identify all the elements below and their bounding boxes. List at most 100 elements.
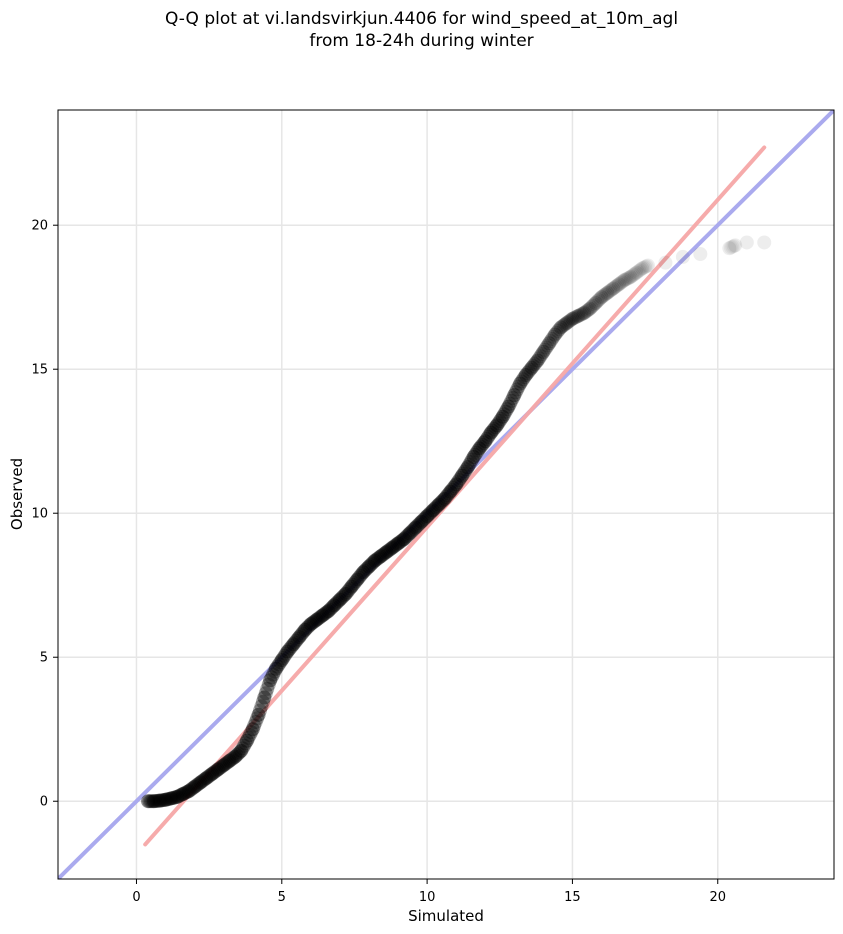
- data-point: [369, 552, 384, 567]
- data-point: [290, 631, 305, 646]
- data-point: [357, 563, 372, 578]
- data-point: [293, 628, 308, 643]
- data-point: [412, 516, 427, 531]
- data-point: [289, 633, 304, 648]
- data-point: [315, 608, 330, 623]
- data-point: [164, 791, 179, 806]
- data-point: [407, 522, 422, 537]
- data-point: [332, 592, 347, 607]
- data-point: [575, 306, 590, 321]
- data-point: [395, 533, 410, 548]
- data-point: [585, 298, 600, 313]
- fit-line: [143, 145, 767, 847]
- data-point: [440, 488, 455, 503]
- data-point: [437, 491, 452, 506]
- data-point: [148, 794, 163, 809]
- data-point: [481, 429, 496, 444]
- data-point: [577, 306, 592, 321]
- data-point: [510, 382, 525, 397]
- data-point: [238, 736, 253, 751]
- data-point: [266, 667, 281, 682]
- data-point: [144, 794, 159, 809]
- data-point: [533, 349, 548, 364]
- data-point: [603, 283, 618, 298]
- data-point: [207, 764, 222, 779]
- data-point: [277, 648, 292, 663]
- data-point: [476, 436, 491, 451]
- data-point: [177, 786, 192, 801]
- data-point: [149, 793, 164, 808]
- data-point: [601, 284, 616, 299]
- data-point: [591, 293, 606, 308]
- data-point: [270, 659, 285, 674]
- data-point: [462, 457, 477, 472]
- data-point: [617, 272, 632, 287]
- data-point: [427, 501, 442, 516]
- data-point: [606, 281, 621, 296]
- data-point: [311, 611, 326, 626]
- data-point: [187, 779, 202, 794]
- data-point: [385, 540, 400, 555]
- data-point: [552, 322, 567, 337]
- data-point: [547, 327, 562, 342]
- data-point: [375, 548, 390, 563]
- data-point: [319, 605, 334, 620]
- data-point: [245, 722, 260, 737]
- data-point: [529, 355, 544, 370]
- data-point: [353, 568, 368, 583]
- data-point: [209, 763, 224, 778]
- data-point: [411, 517, 426, 532]
- data-point: [379, 545, 394, 560]
- data-point: [539, 340, 554, 355]
- data-point: [521, 364, 536, 379]
- data-point: [423, 506, 438, 521]
- data-point: [344, 579, 359, 594]
- data-point: [257, 690, 272, 705]
- data-point: [469, 445, 484, 460]
- data-point: [314, 609, 329, 624]
- data-point: [597, 288, 612, 303]
- data-point: [459, 462, 474, 477]
- data-point: [393, 534, 408, 549]
- data-point: [450, 475, 465, 490]
- data-point: [626, 267, 641, 282]
- data-point: [516, 372, 531, 387]
- data-point: [542, 336, 557, 351]
- data-point: [226, 750, 241, 765]
- data-point: [532, 351, 547, 366]
- data-point: [303, 617, 318, 632]
- data-point: [472, 441, 487, 456]
- data-point: [513, 376, 528, 391]
- data-point: [255, 694, 270, 709]
- data-point: [543, 334, 558, 349]
- data-point: [228, 749, 243, 764]
- data-point: [484, 425, 499, 440]
- data-point: [622, 270, 637, 285]
- data-point: [302, 618, 317, 633]
- data-point: [627, 266, 642, 281]
- data-point: [242, 727, 257, 742]
- data-point: [526, 358, 541, 373]
- data-point: [415, 513, 430, 528]
- data-point: [282, 642, 297, 657]
- y-tick-label: 10: [31, 507, 48, 522]
- data-point: [565, 311, 580, 326]
- data-point: [614, 275, 629, 290]
- data-point: [414, 514, 429, 529]
- data-point: [507, 388, 522, 403]
- data-point: [354, 567, 369, 582]
- reference-lines: [58, 110, 834, 879]
- x-axis-label: Simulated: [408, 907, 484, 925]
- data-point: [298, 622, 313, 637]
- data-point: [145, 794, 160, 809]
- data-point: [146, 794, 161, 809]
- data-point: [200, 770, 215, 785]
- data-point: [549, 325, 564, 340]
- data-point: [431, 497, 446, 512]
- y-tick-label: 0: [40, 795, 48, 810]
- data-point: [191, 776, 206, 791]
- data-point: [173, 788, 188, 803]
- data-point: [428, 500, 443, 515]
- data-point: [382, 542, 397, 557]
- data-point: [383, 541, 398, 556]
